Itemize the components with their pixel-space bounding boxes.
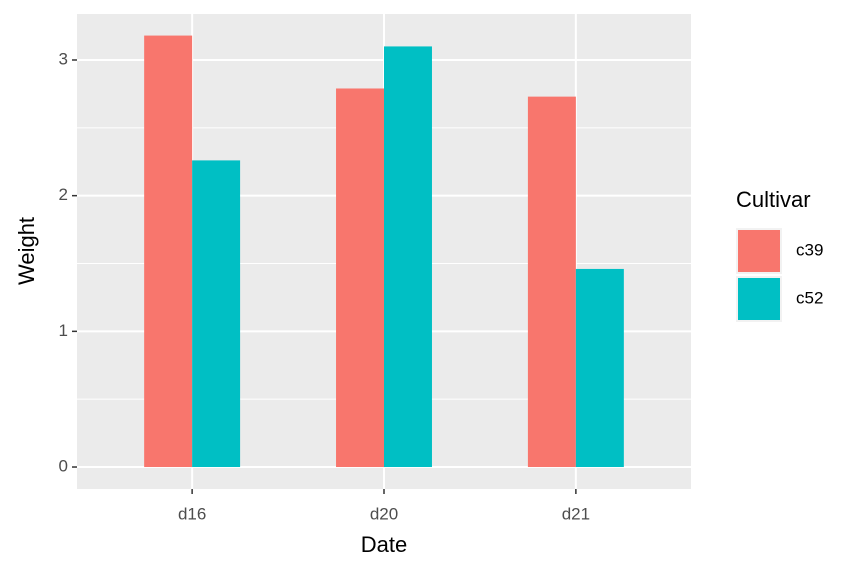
y-axis-title: Weight bbox=[14, 217, 39, 285]
y-tick-label: 0 bbox=[59, 457, 68, 476]
bar bbox=[144, 35, 193, 468]
bar bbox=[575, 268, 624, 468]
y-tick-label: 1 bbox=[59, 321, 68, 340]
y-tick-label: 2 bbox=[59, 185, 68, 204]
x-tick-label: d20 bbox=[370, 504, 398, 523]
bar bbox=[192, 160, 241, 468]
legend-swatch bbox=[738, 230, 780, 272]
legend-swatch bbox=[738, 278, 780, 320]
y-tick-label: 3 bbox=[59, 49, 68, 68]
x-tick-label: d16 bbox=[178, 504, 206, 523]
bar bbox=[384, 46, 432, 468]
bars bbox=[144, 35, 624, 468]
legend-title: Cultivar bbox=[736, 187, 811, 212]
legend-label: c52 bbox=[796, 288, 823, 307]
x-tick-label: d21 bbox=[562, 504, 590, 523]
x-axis-title: Date bbox=[361, 532, 407, 557]
bar bbox=[527, 96, 576, 468]
legend-label: c39 bbox=[796, 240, 823, 259]
bar bbox=[336, 88, 384, 468]
